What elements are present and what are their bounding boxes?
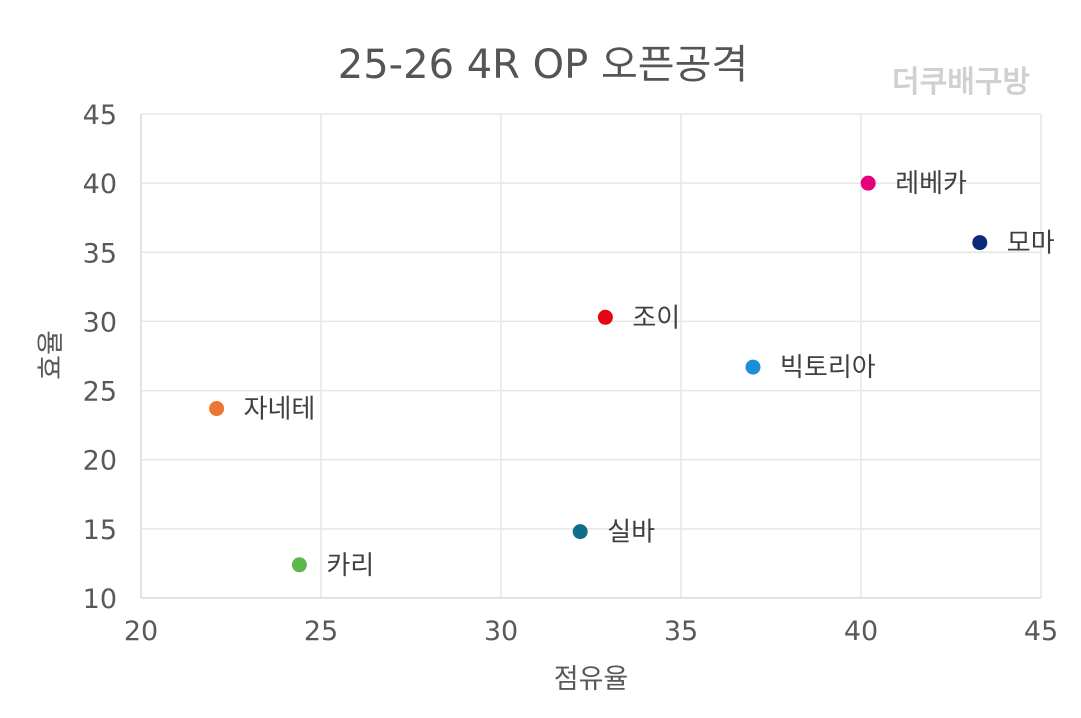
x-tick-label: 30 xyxy=(484,616,518,647)
point-label: 레베카 xyxy=(895,169,967,199)
point-marker xyxy=(745,359,761,375)
y-axis-title: 효율 xyxy=(36,330,67,380)
data-point: 실바 xyxy=(572,518,655,548)
y-tick-label: 30 xyxy=(83,307,117,338)
y-tick-label: 25 xyxy=(83,377,117,408)
point-marker xyxy=(209,401,225,417)
x-tick-label: 45 xyxy=(1024,616,1058,647)
x-tick-label: 20 xyxy=(124,616,158,647)
data-point: 모마 xyxy=(972,229,1055,259)
y-tick-label: 10 xyxy=(83,584,117,615)
point-label: 자네테 xyxy=(244,395,316,425)
point-label: 모마 xyxy=(1007,229,1055,259)
y-tick-label: 40 xyxy=(83,169,117,200)
point-label: 실바 xyxy=(607,518,655,548)
x-tick-labels: 20 25 30 35 40 45 xyxy=(124,616,1058,647)
data-point: 카리 xyxy=(291,551,374,581)
y-tick-label: 15 xyxy=(83,515,117,546)
x-tick-label: 40 xyxy=(844,616,878,647)
x-tick-label: 35 xyxy=(664,616,698,647)
point-label: 조이 xyxy=(632,303,680,333)
axes xyxy=(140,114,1041,599)
y-tick-labels: 10 15 20 25 30 35 40 45 xyxy=(83,100,117,615)
data-point: 자네테 xyxy=(209,395,315,425)
point-marker xyxy=(291,557,307,573)
point-label: 빅토리아 xyxy=(780,353,876,383)
data-point: 레베카 xyxy=(860,169,967,199)
data-point: 빅토리아 xyxy=(745,353,876,383)
x-tick-label: 25 xyxy=(304,616,338,647)
point-marker xyxy=(860,175,876,191)
point-marker xyxy=(572,524,588,540)
y-tick-label: 35 xyxy=(83,238,117,269)
y-tick-label: 20 xyxy=(83,446,117,477)
gridlines xyxy=(141,113,1042,598)
x-axis-title: 점유율 xyxy=(554,664,629,695)
watermark: 더쿠배구방 xyxy=(892,65,1030,100)
point-marker xyxy=(972,235,988,251)
data-point: 조이 xyxy=(597,303,680,333)
point-label: 카리 xyxy=(326,551,374,581)
chart-title: 25-26 4R OP 오픈공격 xyxy=(338,42,748,88)
y-tick-label: 45 xyxy=(83,100,117,131)
point-marker xyxy=(597,309,613,325)
